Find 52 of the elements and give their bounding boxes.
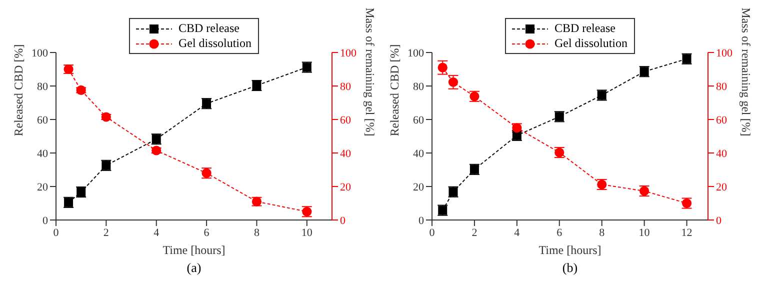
x-tick-label: 8 [599,226,606,239]
y-tick-label: 40 [37,148,48,160]
x-axis-title: Time [hours] [538,243,602,257]
point [438,62,448,72]
y2-axis-title: Mass of remaining gel [%] [738,8,753,136]
point [448,77,458,87]
x-tick-label: 12 [681,226,692,239]
text: (b) [561,260,579,276]
point [101,112,111,122]
y2-tick-label: 40 [716,148,728,160]
y2-tick-label: 20 [340,181,352,194]
x-tick-label: 2 [103,226,109,239]
y-tick-label: 60 [37,114,48,126]
y-tick-label: 80 [413,80,424,93]
y2-tick-label: 40 [340,148,352,160]
y-tick-label: 0 [42,214,48,227]
y-axis-title: Released CBD [%] [11,44,26,136]
x-tick-label: 10 [301,226,313,239]
y2-tick-label: 80 [340,80,352,93]
legend-label: Gel dissolution [554,36,628,51]
x-tick-label: 6 [204,226,210,239]
x-tick-label: 8 [254,226,260,239]
legend-label: Gel dissolution [178,36,252,51]
y-tick-label: 60 [413,114,424,126]
legend-label: CBD release [554,21,616,36]
text: (a) [186,260,202,276]
y-axis-title: Released CBD [%] [387,44,402,136]
y2-tick-label: 0 [716,214,722,227]
y-tick-label: 100 [408,47,424,60]
x-tick-label: 4 [514,226,520,239]
y2-tick-label: 60 [716,114,728,126]
y-tick-label: 40 [413,148,424,160]
x-tick-label: 0 [53,226,60,239]
y2-tick-label: 80 [716,80,728,93]
y-tick-label: 20 [413,181,424,194]
y-tick-label: 100 [32,47,48,60]
y2-tick-label: 0 [340,214,346,227]
x-tick-label: 10 [638,226,650,239]
y2-tick-label: 20 [716,181,728,194]
x-tick-label: 6 [556,226,563,239]
y2-tick-label: 100 [716,47,733,60]
x-tick-label: 2 [472,226,478,239]
x-tick-label: 4 [154,226,160,239]
y2-tick-label: 100 [340,47,357,60]
legend-label: CBD release [178,21,240,36]
x-axis-title: Time [hours] [162,243,226,257]
y2-tick-label: 60 [340,114,352,126]
x-tick-label: 0 [429,226,436,239]
y2-axis-title: Mass of remaining gel [%] [362,8,377,136]
y-tick-label: 20 [37,181,48,194]
y-tick-label: 80 [37,80,48,93]
y-tick-label: 0 [418,214,424,227]
